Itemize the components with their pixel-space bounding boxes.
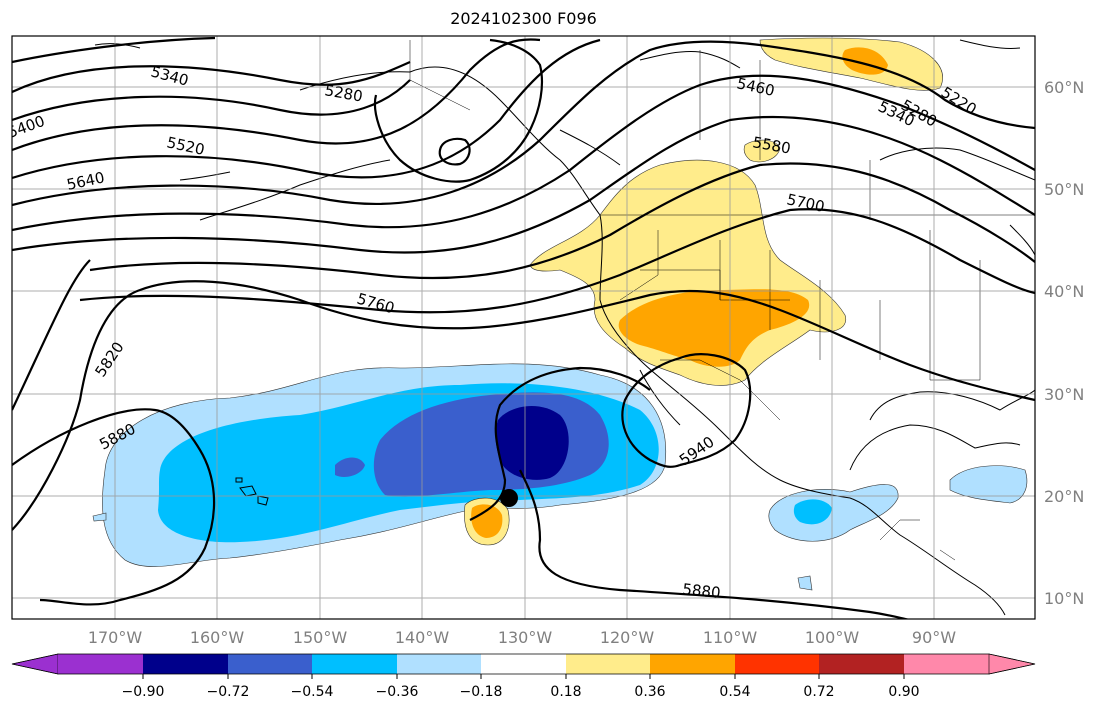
political-borders — [409, 40, 1035, 561]
lon-label: 110°W — [703, 628, 758, 647]
lat-label: 50°N — [1044, 180, 1084, 199]
colorbar-segment — [143, 654, 228, 674]
coastlines — [94, 39, 1035, 616]
lon-label: 140°W — [395, 628, 450, 647]
lat-label: 30°N — [1044, 385, 1084, 404]
colorbar-tick-label: 0.36 — [634, 684, 665, 700]
lon-label: 90°W — [912, 628, 956, 647]
lon-label: 150°W — [293, 628, 348, 647]
lat-label: 10°N — [1044, 589, 1084, 608]
colorbar-segment — [397, 654, 481, 674]
colorbar: −0.90 −0.72 −0.54 −0.36 −0.18 0.18 0.36 … — [11, 653, 1036, 700]
colorbar-segment — [904, 654, 989, 674]
colorbar-tick-label: 0.18 — [550, 684, 581, 700]
lon-label: 100°W — [805, 628, 860, 647]
lon-label: 160°W — [190, 628, 245, 647]
colorbar-tick-label: −0.72 — [207, 684, 250, 700]
contour-label: 5880 — [682, 580, 722, 602]
colorbar-segment — [566, 654, 650, 674]
colorbar-segment — [650, 654, 735, 674]
colorbar-segment — [735, 654, 819, 674]
colorbar-tick-label: −0.18 — [460, 684, 503, 700]
lat-label: 60°N — [1044, 78, 1084, 97]
map-frame — [11, 35, 1036, 620]
colorbar-tick-label: 0.90 — [888, 684, 919, 700]
colorbar-segment — [481, 654, 566, 674]
colorbar-tick-label: −0.90 — [122, 684, 165, 700]
colorbar-segment — [228, 654, 312, 674]
positive-anomaly-region — [464, 37, 943, 546]
colorbar-tick-label: −0.36 — [376, 684, 419, 700]
location-marker — [500, 489, 518, 507]
colorbar-segment — [312, 654, 397, 674]
lon-label: 170°W — [88, 628, 143, 647]
map-title: 2024102300 F096 — [450, 9, 597, 28]
colorbar-underflow-triangle — [11, 653, 59, 675]
colorbar-tick-label: 0.72 — [803, 684, 834, 700]
longitude-labels: 170°W 160°W 150°W 140°W 130°W 120°W 110°… — [88, 628, 956, 647]
graticule — [12, 36, 1035, 619]
colorbar-segment — [819, 654, 904, 674]
height-contours — [12, 36, 1035, 619]
lat-label: 20°N — [1044, 487, 1084, 506]
colorbar-segment — [58, 654, 143, 674]
latitude-labels: 60°N 50°N 40°N 30°N 20°N 10°N — [1044, 78, 1084, 608]
lat-label: 40°N — [1044, 282, 1084, 301]
lon-label: 130°W — [498, 628, 553, 647]
colorbar-tick-label: −0.54 — [291, 684, 334, 700]
lon-label: 120°W — [600, 628, 655, 647]
colorbar-tick-label: 0.54 — [719, 684, 750, 700]
colorbar-overflow-triangle — [988, 653, 1036, 675]
